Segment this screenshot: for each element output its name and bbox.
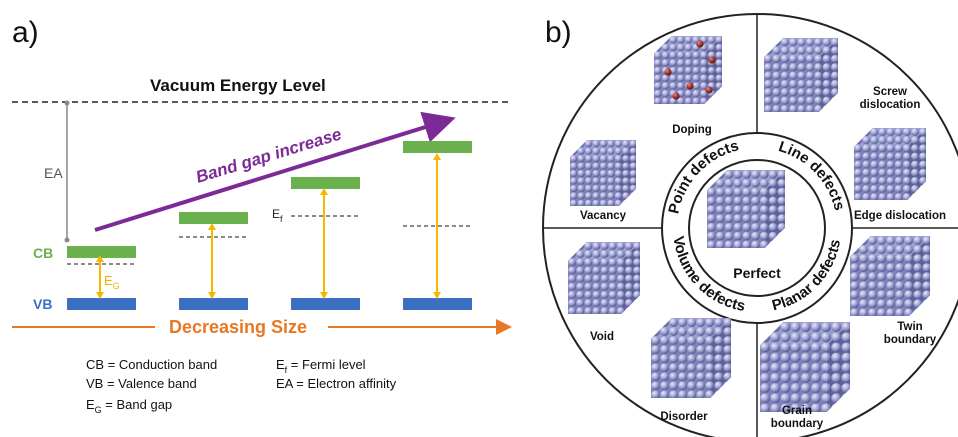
panel-a-label: a) — [12, 16, 39, 49]
vb-bar-4 — [403, 298, 472, 310]
label-disorder: Disorder — [660, 411, 708, 423]
cube-vacancy — [570, 140, 636, 206]
cb-bar-3 — [291, 177, 360, 189]
label-void: Void — [590, 331, 614, 343]
legend-ef: Ef = Fermi level — [276, 357, 366, 375]
dopant-atom — [705, 86, 713, 94]
center-perfect-label: Perfect — [733, 265, 781, 281]
label-screw-1: Screw — [873, 86, 907, 98]
gap-arrow-3-up — [320, 188, 328, 195]
panel-b-label: b) — [545, 16, 572, 49]
ea-label: EA — [44, 165, 63, 181]
cube-doping — [654, 36, 722, 104]
gap-arrow-2-up — [208, 223, 216, 230]
legend-cb: CB = Conduction band — [86, 357, 217, 372]
vacuum-level-label: Vacuum Energy Level — [150, 76, 326, 95]
gap-arrow-1-up — [96, 255, 104, 262]
ea-top-dot — [64, 100, 70, 106]
label-screw-2: dislocation — [860, 99, 921, 111]
dopant-atom — [686, 82, 694, 90]
cube-perfect — [707, 170, 785, 248]
legend-ea: EA = Electron affinity — [276, 376, 397, 391]
cube-void — [568, 242, 640, 314]
label-twin-1: Twin — [897, 321, 922, 333]
cube-grain — [760, 322, 850, 412]
dopant-atom — [664, 68, 672, 76]
cb-bar-4 — [403, 141, 472, 153]
label-grain-2: boundary — [771, 418, 824, 430]
panel-a: a) Vacuum Energy Level EA Band gap incre… — [12, 16, 512, 415]
cube-twin — [850, 236, 930, 316]
legend-eg: EG = Band gap — [86, 397, 172, 415]
gap-arrow-2-down — [208, 292, 216, 299]
band-gap-increase-arrow — [94, 111, 456, 232]
label-twin-2: boundary — [884, 334, 937, 346]
ef-label: Ef — [272, 207, 283, 224]
cb-label: CB — [33, 245, 53, 261]
dopant-atom — [696, 40, 704, 48]
ea-bottom-dot — [64, 237, 70, 243]
cube-edge — [854, 128, 926, 200]
gap-arrow-3-down — [320, 292, 328, 299]
gap-arrow-4-down — [433, 292, 441, 299]
label-doping: Doping — [672, 124, 712, 136]
dopant-atom — [708, 56, 716, 64]
vb-bar-3 — [291, 298, 360, 310]
gap-arrow-1-down — [96, 292, 104, 299]
dopant-atom — [672, 92, 680, 100]
legend-vb: VB = Valence band — [86, 376, 197, 391]
gap-arrow-4-up — [433, 153, 441, 160]
cb-bar-1 — [67, 246, 136, 258]
label-grain-1: Grain — [782, 405, 812, 417]
decreasing-size-label: Decreasing Size — [169, 317, 307, 337]
label-edge: Edge dislocation — [854, 210, 946, 222]
eg-label: EG — [104, 273, 120, 291]
cube-disorder — [651, 318, 731, 398]
vb-label: VB — [33, 296, 52, 312]
vb-bar-2 — [179, 298, 248, 310]
label-vacancy: Vacancy — [580, 210, 627, 222]
vb-bar-1 — [67, 298, 136, 310]
cube-screw — [764, 38, 838, 112]
cb-bar-2 — [179, 212, 248, 224]
panel-b: b) Point defects Line defects Volume def… — [542, 13, 958, 437]
